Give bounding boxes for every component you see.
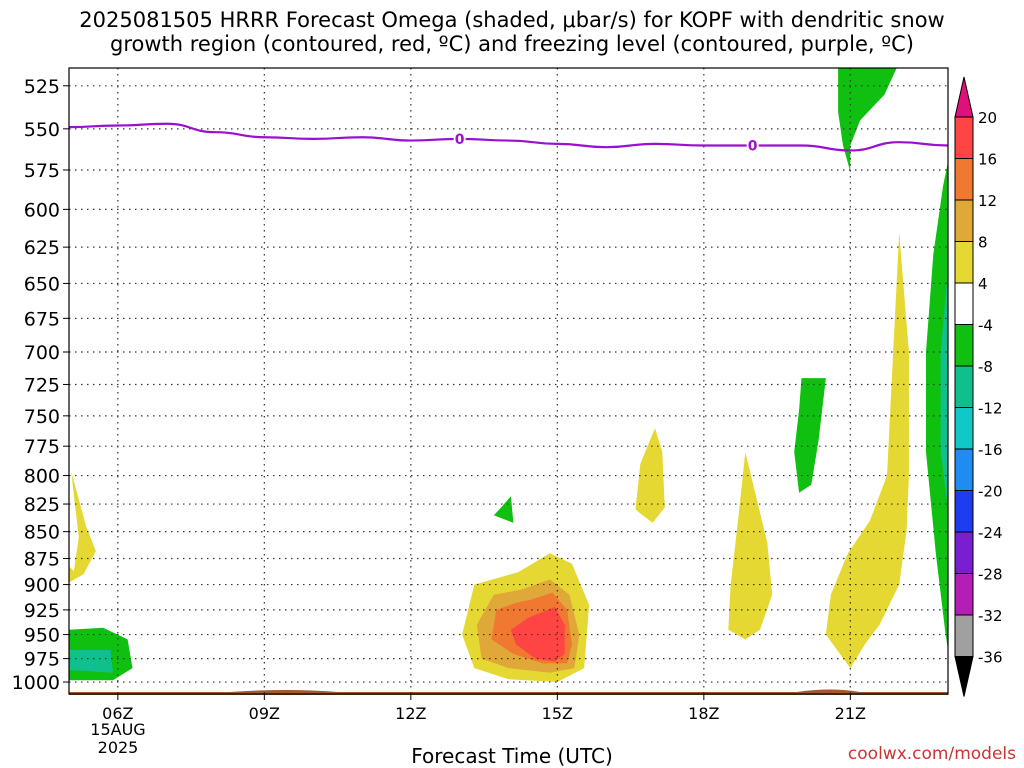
y-tick-label-11: 800 [24,466,60,488]
y-tick-label-18: 975 [24,649,60,671]
date-year-label: 2025 [97,738,139,757]
y-tick-label-0: 525 [24,76,60,98]
y-tick-label-19: 1000 [12,672,60,694]
freezing-level-label-0: 0 [455,132,465,148]
colorbar-box-2 [954,199,974,242]
y-tick-label-9: 750 [24,406,60,428]
freezing-level-label-1: 0 [748,139,758,155]
colorbar-bottom-arrow [954,656,974,697]
colorbar-box-7 [954,407,974,450]
omega-region-13 [926,161,948,650]
colorbar-label-1: 16 [978,151,997,169]
y-tick-label-2: 575 [24,160,60,182]
omega-shading [69,68,948,682]
colorbar-label-12: -32 [978,607,1003,625]
colorbar-label-8: -16 [978,441,1003,459]
colorbar-box-4 [954,282,974,325]
freezing-label-bg-0 [453,130,466,147]
y-tick-label-7: 700 [24,342,60,364]
colorbar-label-4: 4 [978,275,988,293]
omega-region-12 [838,68,897,172]
colorbar-box-3 [954,241,974,284]
colorbar-box-0 [954,116,974,159]
x-tick-label-4: 18Z [688,704,719,723]
omega-region-7 [493,496,514,523]
colorbar-label-7: -12 [978,400,1003,418]
omega-region-2 [69,650,113,673]
x-axis-label: Forecast Time (UTC) [411,744,613,768]
freezing-label-bg-1 [746,137,759,154]
colorbar-box-9 [954,490,974,533]
colorbar-box-5 [954,324,974,367]
omega-region-9 [728,452,773,640]
site-credit: coolwx.com/models [847,744,1016,764]
y-tick-label-1: 550 [24,119,60,141]
y-tick-label-13: 850 [24,522,60,544]
colorbar-box-1 [954,158,974,201]
omega-region-0 [69,472,96,583]
x-tick-label-0: 06Z [102,704,133,723]
x-tick-label-5: 21Z [835,704,866,723]
colorbar-box-12 [954,614,974,657]
y-tick-label-4: 625 [24,237,60,259]
colorbar-box-10 [954,531,974,574]
chart-title-line1: 2025081505 HRRR Forecast Omega (shaded, … [79,8,945,32]
y-tick-label-8: 725 [24,374,60,396]
y-tick-label-17: 950 [24,625,60,647]
omega-region-14 [940,269,948,510]
y-tick-label-15: 900 [24,575,60,597]
chart-title-line2: growth region (contoured, red, ºC) and f… [110,32,914,56]
y-tick-label-14: 875 [24,548,60,570]
omega-region-8 [635,428,665,523]
freezing-level-line [68,122,949,152]
colorbar-label-3: 8 [978,234,988,252]
x-tick-label-3: 15Z [542,704,573,723]
grid-lines [69,68,948,694]
colorbar-label-11: -28 [978,566,1003,584]
omega-region-11 [825,232,909,669]
x-tick-label-1: 09Z [249,704,280,723]
colorbar-label-6: -8 [978,358,993,376]
y-tick-label-16: 925 [24,600,60,622]
y-tick-label-6: 675 [24,308,60,330]
y-tick-label-12: 825 [24,494,60,516]
colorbar-label-2: 12 [978,192,997,210]
colorbar-box-6 [954,365,974,408]
omega-region-10 [794,378,826,493]
x-tick-label-2: 12Z [395,704,426,723]
colorbar-top-arrow [954,76,974,118]
y-tick-label-5: 650 [24,273,60,295]
plot-frame [68,67,949,695]
colorbar-box-8 [954,448,974,491]
y-tick-label-10: 775 [24,436,60,458]
colorbar-label-0: 20 [978,109,997,127]
colorbar-label-13: -36 [978,649,1003,667]
colorbar-box-11 [954,573,974,616]
colorbar-label-9: -20 [978,483,1003,501]
date-day-label: 15AUG [90,720,146,739]
colorbar-label-10: -24 [978,524,1003,542]
y-tick-label-3: 600 [24,199,60,221]
colorbar-label-5: -4 [978,317,993,335]
